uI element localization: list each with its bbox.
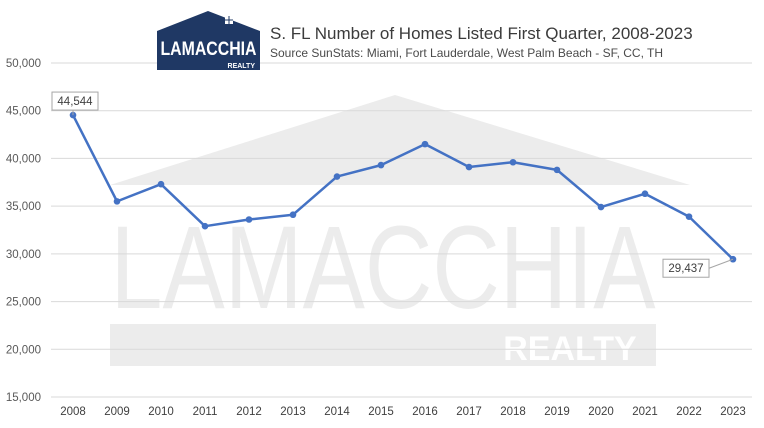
y-tick-label: 50,000 — [6, 58, 41, 70]
watermark-band — [110, 324, 656, 366]
data-point — [333, 173, 341, 180]
y-tick-label: 30,000 — [6, 249, 41, 261]
x-tick-label: 2008 — [60, 406, 86, 418]
data-point — [685, 213, 693, 220]
x-tick-label: 2018 — [500, 406, 526, 418]
x-tick-label: 2014 — [324, 406, 350, 418]
data-points — [69, 111, 737, 263]
watermark-roof — [110, 95, 690, 185]
watermark-text: LAMACCHIA — [111, 202, 656, 334]
x-tick-label: 2013 — [280, 406, 306, 418]
data-point — [641, 190, 649, 198]
x-tick-label: 2016 — [412, 406, 438, 418]
data-point — [157, 180, 165, 188]
x-tick-label: 2009 — [104, 406, 130, 418]
chart-title: S. FL Number of Homes Listed First Quart… — [270, 24, 693, 43]
data-point — [597, 203, 605, 211]
callout-leader — [708, 258, 734, 269]
x-tick-label: 2020 — [588, 406, 614, 418]
data-point — [289, 211, 297, 219]
x-tick-label: 2017 — [456, 406, 482, 418]
logo-subtext: REALTY — [228, 63, 256, 70]
series-line — [71, 114, 734, 261]
data-point — [553, 166, 561, 174]
data-label: 44,544 — [57, 96, 93, 108]
data-point — [421, 140, 429, 148]
x-tick-label: 2011 — [193, 406, 218, 418]
logo-text: LAMACCHIA — [161, 39, 257, 60]
logo-roof-icon — [157, 11, 260, 31]
y-tick-label: 15,000 — [6, 392, 41, 404]
callout-box — [51, 91, 99, 111]
y-tick-label: 25,000 — [6, 297, 41, 309]
data-point — [245, 216, 253, 223]
annotations: 44,544 29,437 — [51, 91, 734, 278]
y-tick-label: 20,000 — [6, 344, 41, 356]
y-tick-label: 45,000 — [6, 106, 41, 118]
x-tick-label: 2019 — [544, 406, 570, 418]
data-point — [201, 222, 209, 230]
chart-subtitle: Source SunStats: Miami, Fort Lauderdale,… — [270, 46, 664, 60]
data-point — [377, 161, 385, 169]
y-tick-label: 35,000 — [6, 201, 41, 213]
watermark-window — [485, 132, 497, 144]
data-label: 29,437 — [668, 263, 703, 275]
x-tick-label: 2023 — [720, 406, 746, 418]
data-point — [113, 198, 121, 205]
x-tick-label: 2012 — [236, 406, 262, 418]
data-point — [465, 163, 473, 171]
brand-logo: LAMACCHIA REALTY — [157, 11, 260, 70]
data-point — [509, 158, 517, 166]
series-polyline — [71, 114, 734, 261]
x-axis-ticks: 2008 2009 2010 2011 2012 2013 2014 2015 2016 2017… — [60, 406, 746, 418]
x-tick-label: 2021 — [632, 406, 658, 418]
y-tick-label: 40,000 — [6, 153, 41, 165]
callout-box — [662, 258, 710, 278]
x-tick-label: 2015 — [368, 406, 394, 418]
x-tick-label: 2010 — [148, 406, 174, 418]
y-axis-ticks: 15,000 20,000 25,000 30,000 35,000 40,000 45,0… — [6, 58, 41, 404]
x-tick-label: 2022 — [676, 406, 702, 418]
